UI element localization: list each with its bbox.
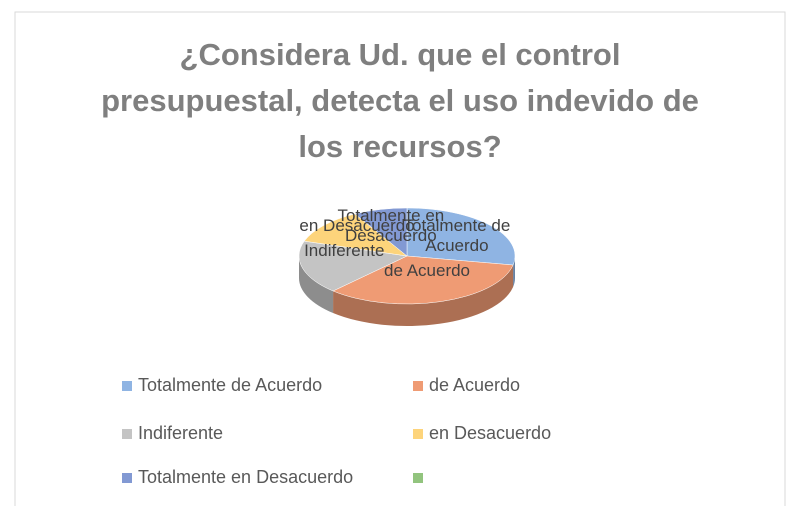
legend-label: Totalmente de Acuerdo bbox=[138, 375, 322, 395]
legend-label: de Acuerdo bbox=[429, 375, 520, 395]
legend-label: Indiferente bbox=[138, 423, 223, 443]
data-label-box: Indiferente bbox=[304, 241, 385, 261]
legend-marker bbox=[122, 381, 132, 391]
legend-marker bbox=[122, 429, 132, 439]
data-label-box: de Acuerdo bbox=[384, 261, 471, 281]
data-label: en Desacuerdo bbox=[299, 215, 415, 235]
data-label-box: Totalmente en Desacuerdo bbox=[337, 206, 445, 246]
data-label-box: Totalmente de Acuerdo bbox=[403, 215, 511, 255]
data-label-box: en Desacuerdo bbox=[299, 215, 415, 235]
pie-slice-side bbox=[333, 264, 514, 326]
chart-title: ¿Considera Ud. que el control presupuest… bbox=[101, 37, 699, 164]
pie-slice bbox=[406, 207, 516, 266]
data-label: de Acuerdo bbox=[384, 261, 471, 281]
data-label: Totalmente de Acuerdo bbox=[403, 215, 511, 255]
data-label: Indiferente bbox=[304, 241, 385, 261]
pie-slice bbox=[298, 240, 408, 292]
chart-border bbox=[14, 11, 786, 506]
pie-slice-side bbox=[513, 256, 515, 287]
pie-slice bbox=[332, 255, 514, 305]
legend-marker bbox=[413, 473, 423, 483]
legend-label: Totalmente en Desacuerdo bbox=[138, 467, 353, 487]
legend-marker bbox=[122, 473, 132, 483]
pie-slice-side bbox=[299, 256, 334, 313]
legend-marker bbox=[413, 381, 423, 391]
pie-slice bbox=[303, 213, 408, 257]
legend-label: en Desacuerdo bbox=[429, 423, 551, 443]
legend-marker bbox=[413, 429, 423, 439]
pie-slice bbox=[354, 207, 408, 257]
data-label: Totalmente en Desacuerdo bbox=[337, 206, 445, 246]
